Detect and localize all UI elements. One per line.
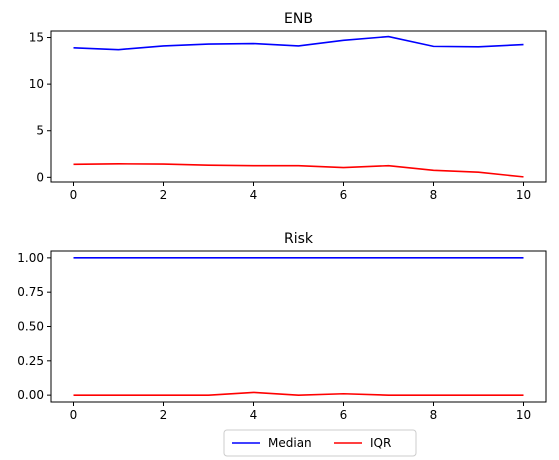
chart-legend: Median IQR xyxy=(223,429,417,457)
y-tick-label: 15 xyxy=(29,31,44,45)
chart-title: Risk xyxy=(284,231,314,247)
x-tick-label: 6 xyxy=(340,188,348,202)
enb-chart-panel: ENB 0 2 4 6 8 10 0 5 10 15 xyxy=(29,11,547,202)
legend-label-median: Median xyxy=(268,436,312,450)
x-tick-label: 2 xyxy=(160,408,168,422)
x-tick-label: 2 xyxy=(160,188,168,202)
x-tick-label: 0 xyxy=(70,408,78,422)
y-tick-label: 0.00 xyxy=(17,388,44,402)
y-tick-label: 0.50 xyxy=(17,320,44,334)
series-line-iqr xyxy=(73,391,524,396)
series-line-iqr xyxy=(73,163,524,178)
chart-title: ENB xyxy=(284,11,313,27)
axes-frame xyxy=(50,30,547,183)
y-tick-label: 10 xyxy=(29,77,44,91)
x-tick-label: 4 xyxy=(250,408,258,422)
risk-chart-panel: Risk 0 2 4 6 8 10 0.00 0.25 0.50 0.75 1.00 xyxy=(17,231,547,422)
y-tick-label: 5 xyxy=(36,124,44,138)
y-tick-label: 0.25 xyxy=(17,354,44,368)
y-tick-label: 0.75 xyxy=(17,285,44,299)
x-tick-label: 4 xyxy=(250,188,258,202)
legend-label-iqr: IQR xyxy=(370,436,391,450)
x-tick-label: 10 xyxy=(516,408,531,422)
x-tick-label: 0 xyxy=(70,188,78,202)
series-line-median xyxy=(73,35,524,51)
y-tick-label: 0 xyxy=(36,170,44,184)
y-tick-label: 1.00 xyxy=(17,251,44,265)
axes-frame xyxy=(50,250,547,403)
x-tick-label: 6 xyxy=(340,408,348,422)
x-tick-label: 8 xyxy=(430,408,438,422)
x-tick-label: 10 xyxy=(516,188,531,202)
legend-box xyxy=(223,429,417,457)
x-tick-label: 8 xyxy=(430,188,438,202)
